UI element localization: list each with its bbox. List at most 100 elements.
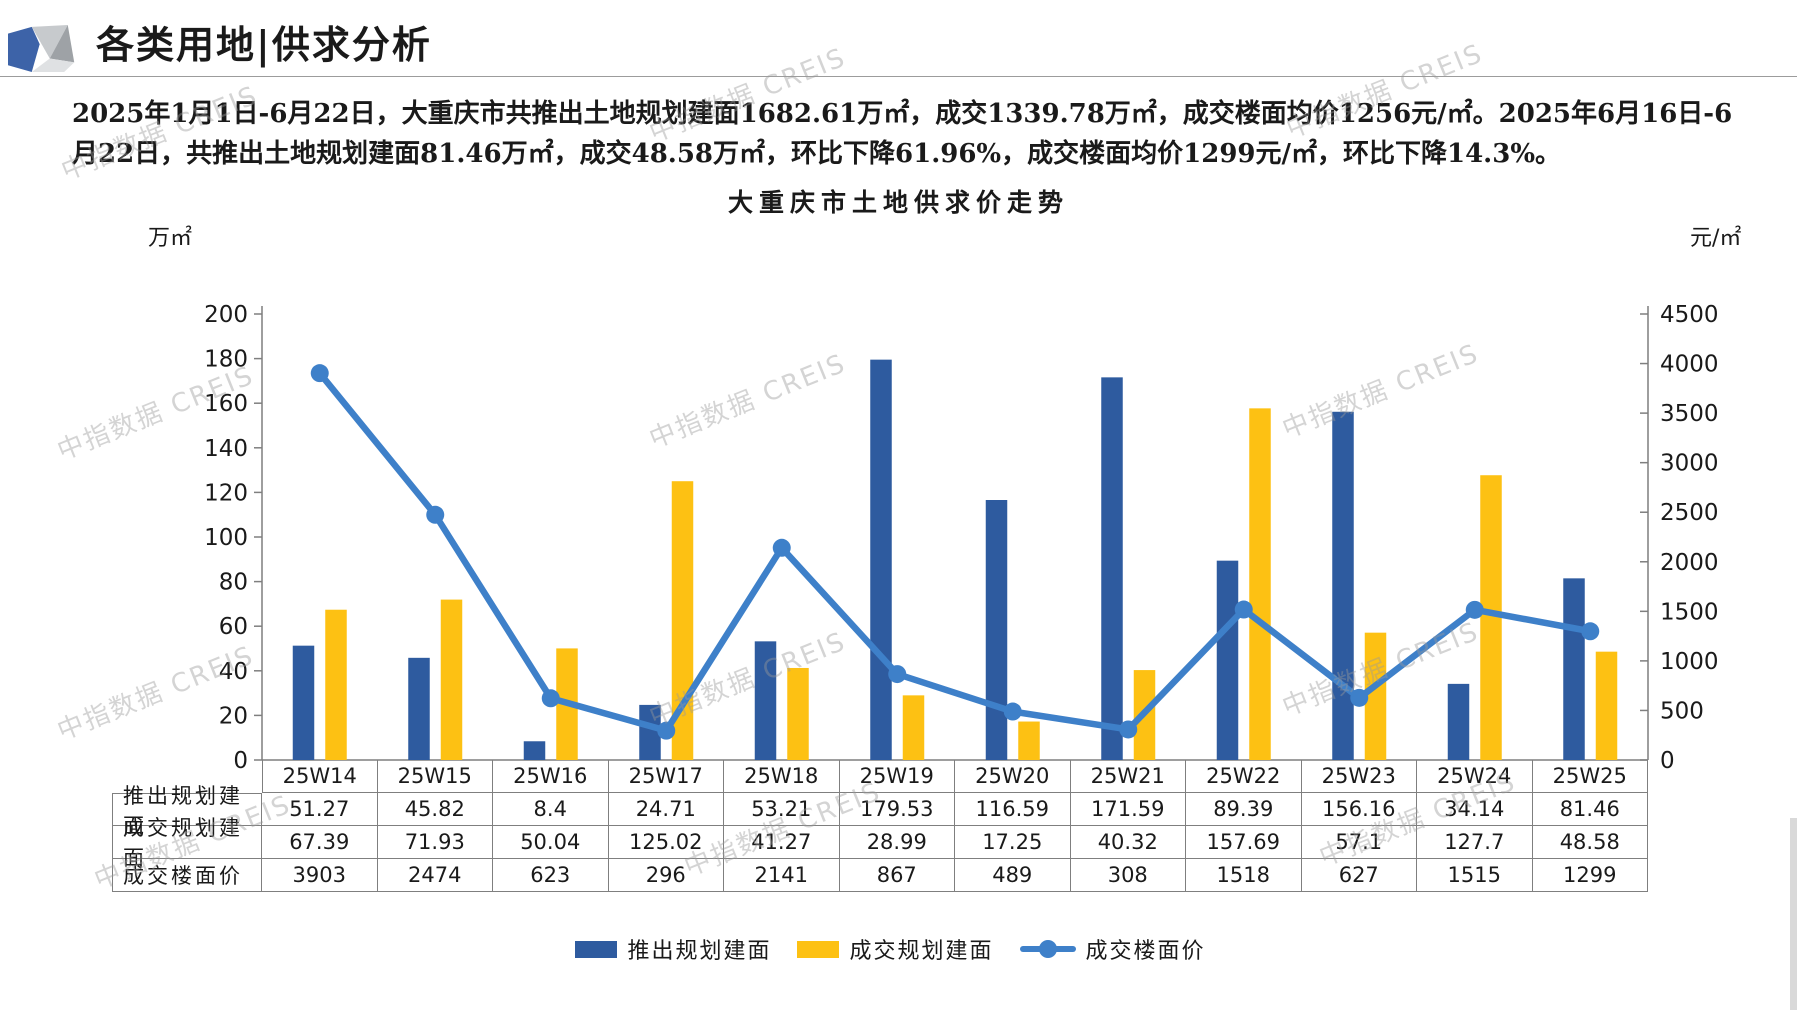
bar bbox=[985, 500, 1008, 760]
table-cell: 89.39 bbox=[1186, 793, 1302, 826]
table-cell: 45.82 bbox=[377, 793, 493, 826]
bar bbox=[1332, 411, 1354, 760]
table-cell: 2474 bbox=[377, 859, 493, 892]
left-axis-tick-label: 140 bbox=[204, 436, 248, 462]
creis-logo-icon bbox=[8, 24, 80, 72]
week-header-cell: 25W20 bbox=[955, 760, 1071, 793]
watermark: 中指数据 CREIS bbox=[645, 626, 851, 733]
left-axis-tick-label: 40 bbox=[219, 659, 248, 685]
price-line-marker bbox=[657, 721, 676, 740]
week-header-cell: 25W14 bbox=[262, 760, 378, 793]
watermark: 中指数据 CREIS bbox=[1278, 616, 1484, 723]
bar bbox=[408, 657, 430, 760]
bar bbox=[523, 741, 546, 760]
left-axis-tick-label: 160 bbox=[204, 391, 248, 417]
chart-title: 大重庆市土地供求价走势 bbox=[727, 188, 1069, 217]
bar bbox=[1101, 377, 1123, 760]
bar bbox=[1249, 408, 1271, 760]
right-axis-tick-label: 2500 bbox=[1660, 500, 1719, 526]
table-cell: 24.71 bbox=[608, 793, 724, 826]
table-cell: 50.04 bbox=[493, 826, 609, 859]
line-series-成交楼面价 bbox=[310, 364, 1600, 740]
price-line-marker bbox=[1581, 622, 1600, 641]
table-cell: 3903 bbox=[262, 859, 378, 892]
price-line-marker bbox=[1465, 600, 1484, 619]
left-axis-tick-label: 120 bbox=[204, 480, 248, 506]
page-title: 各类用地|供求分析 bbox=[96, 22, 432, 67]
table-cell: 125.02 bbox=[608, 826, 724, 859]
price-line-marker bbox=[1003, 702, 1022, 721]
legend-dot bbox=[1038, 940, 1057, 958]
table-cell: 1515 bbox=[1417, 859, 1533, 892]
price-line-marker bbox=[1119, 720, 1138, 739]
legend-label: 成交楼面价 bbox=[1085, 939, 1206, 964]
bar bbox=[325, 609, 347, 760]
week-header-cell: 25W25 bbox=[1532, 760, 1648, 793]
bar bbox=[671, 481, 694, 760]
table-row-label: 成交规划建面 bbox=[112, 816, 262, 870]
right-axis-tick-label: 1500 bbox=[1660, 599, 1719, 625]
bar bbox=[1133, 670, 1156, 760]
bar bbox=[1563, 578, 1585, 760]
right-axis-unit: 元/㎡ bbox=[1690, 226, 1742, 251]
table-cell: 57.1 bbox=[1301, 826, 1417, 859]
price-line-marker bbox=[1350, 688, 1369, 707]
bar bbox=[1364, 632, 1387, 760]
table-row-label: 成交楼面价 bbox=[112, 859, 262, 892]
right-axis-tick-label: 3000 bbox=[1660, 451, 1719, 477]
legend-label: 推出规划建面 bbox=[627, 939, 772, 964]
legend-swatch-成交规划建面 bbox=[797, 940, 840, 958]
left-axis-tick-label: 60 bbox=[219, 614, 248, 640]
bar bbox=[870, 359, 892, 760]
legend-label: 成交规划建面 bbox=[849, 939, 994, 964]
week-header-cell: 25W19 bbox=[839, 760, 955, 793]
right-axis-tick-label: 1000 bbox=[1660, 649, 1719, 675]
bar bbox=[1480, 475, 1502, 760]
bar bbox=[787, 667, 809, 760]
table-cell: 67.39 bbox=[262, 826, 378, 859]
bar bbox=[440, 599, 463, 760]
price-line-marker bbox=[1234, 600, 1253, 619]
chart-data-table: 25W14 25W15 25W16 25W17 25W18 25W19 25W20 25W21… bbox=[112, 760, 1648, 892]
price-line-marker bbox=[310, 364, 329, 383]
bar bbox=[639, 704, 661, 760]
right-edge-strip bbox=[1790, 818, 1797, 1010]
bar bbox=[1447, 683, 1470, 760]
left-axis-tick-label: 20 bbox=[219, 703, 248, 729]
price-line-marker bbox=[888, 665, 907, 684]
week-header-cell: 25W24 bbox=[1417, 760, 1533, 793]
table-cell: 51.27 bbox=[262, 793, 378, 826]
table-cell: 296 bbox=[608, 859, 724, 892]
table-cell: 28.99 bbox=[839, 826, 955, 859]
bar bbox=[556, 648, 578, 760]
chart-legend: 推出规划建面 成交规划建面 成交楼面价 bbox=[0, 933, 1797, 965]
bar bbox=[1595, 651, 1618, 760]
table-cell: 308 bbox=[1070, 859, 1186, 892]
header-divider bbox=[0, 76, 1797, 77]
table-cell: 179.53 bbox=[839, 793, 955, 826]
summary-paragraph: 2025年1月1日-6月22日，大重庆市共推出土地规划建面1682.61万㎡，成… bbox=[72, 99, 1733, 169]
legend-line-marker bbox=[1019, 939, 1076, 959]
table-cell: 157.69 bbox=[1186, 826, 1302, 859]
table-cell: 1299 bbox=[1532, 859, 1648, 892]
week-header-cell: 25W23 bbox=[1301, 760, 1417, 793]
bar bbox=[754, 641, 777, 760]
table-cell: 867 bbox=[839, 859, 955, 892]
table-cell: 2141 bbox=[724, 859, 840, 892]
left-axis-tick-label: 80 bbox=[219, 570, 248, 596]
table-cell: 53.21 bbox=[724, 793, 840, 826]
watermark: 中指数据 CREIS bbox=[53, 640, 259, 747]
price-line-marker bbox=[426, 505, 445, 524]
bar-series-推出规划建面 bbox=[292, 359, 1585, 760]
watermark: 中指数据 CREIS bbox=[645, 348, 851, 455]
price-line-marker bbox=[541, 689, 560, 708]
left-axis-tick-label: 180 bbox=[204, 347, 248, 373]
left-axis-tick-label: 100 bbox=[204, 525, 248, 551]
legend-swatch-推出规划建面 bbox=[575, 940, 618, 958]
table-cell: 17.25 bbox=[955, 826, 1071, 859]
table-cell: 48.58 bbox=[1532, 826, 1648, 859]
week-header-cell: 25W18 bbox=[724, 760, 840, 793]
right-axis-tick-label: 500 bbox=[1660, 698, 1704, 724]
table-cell: 627 bbox=[1301, 859, 1417, 892]
table-cell: 1518 bbox=[1186, 859, 1302, 892]
